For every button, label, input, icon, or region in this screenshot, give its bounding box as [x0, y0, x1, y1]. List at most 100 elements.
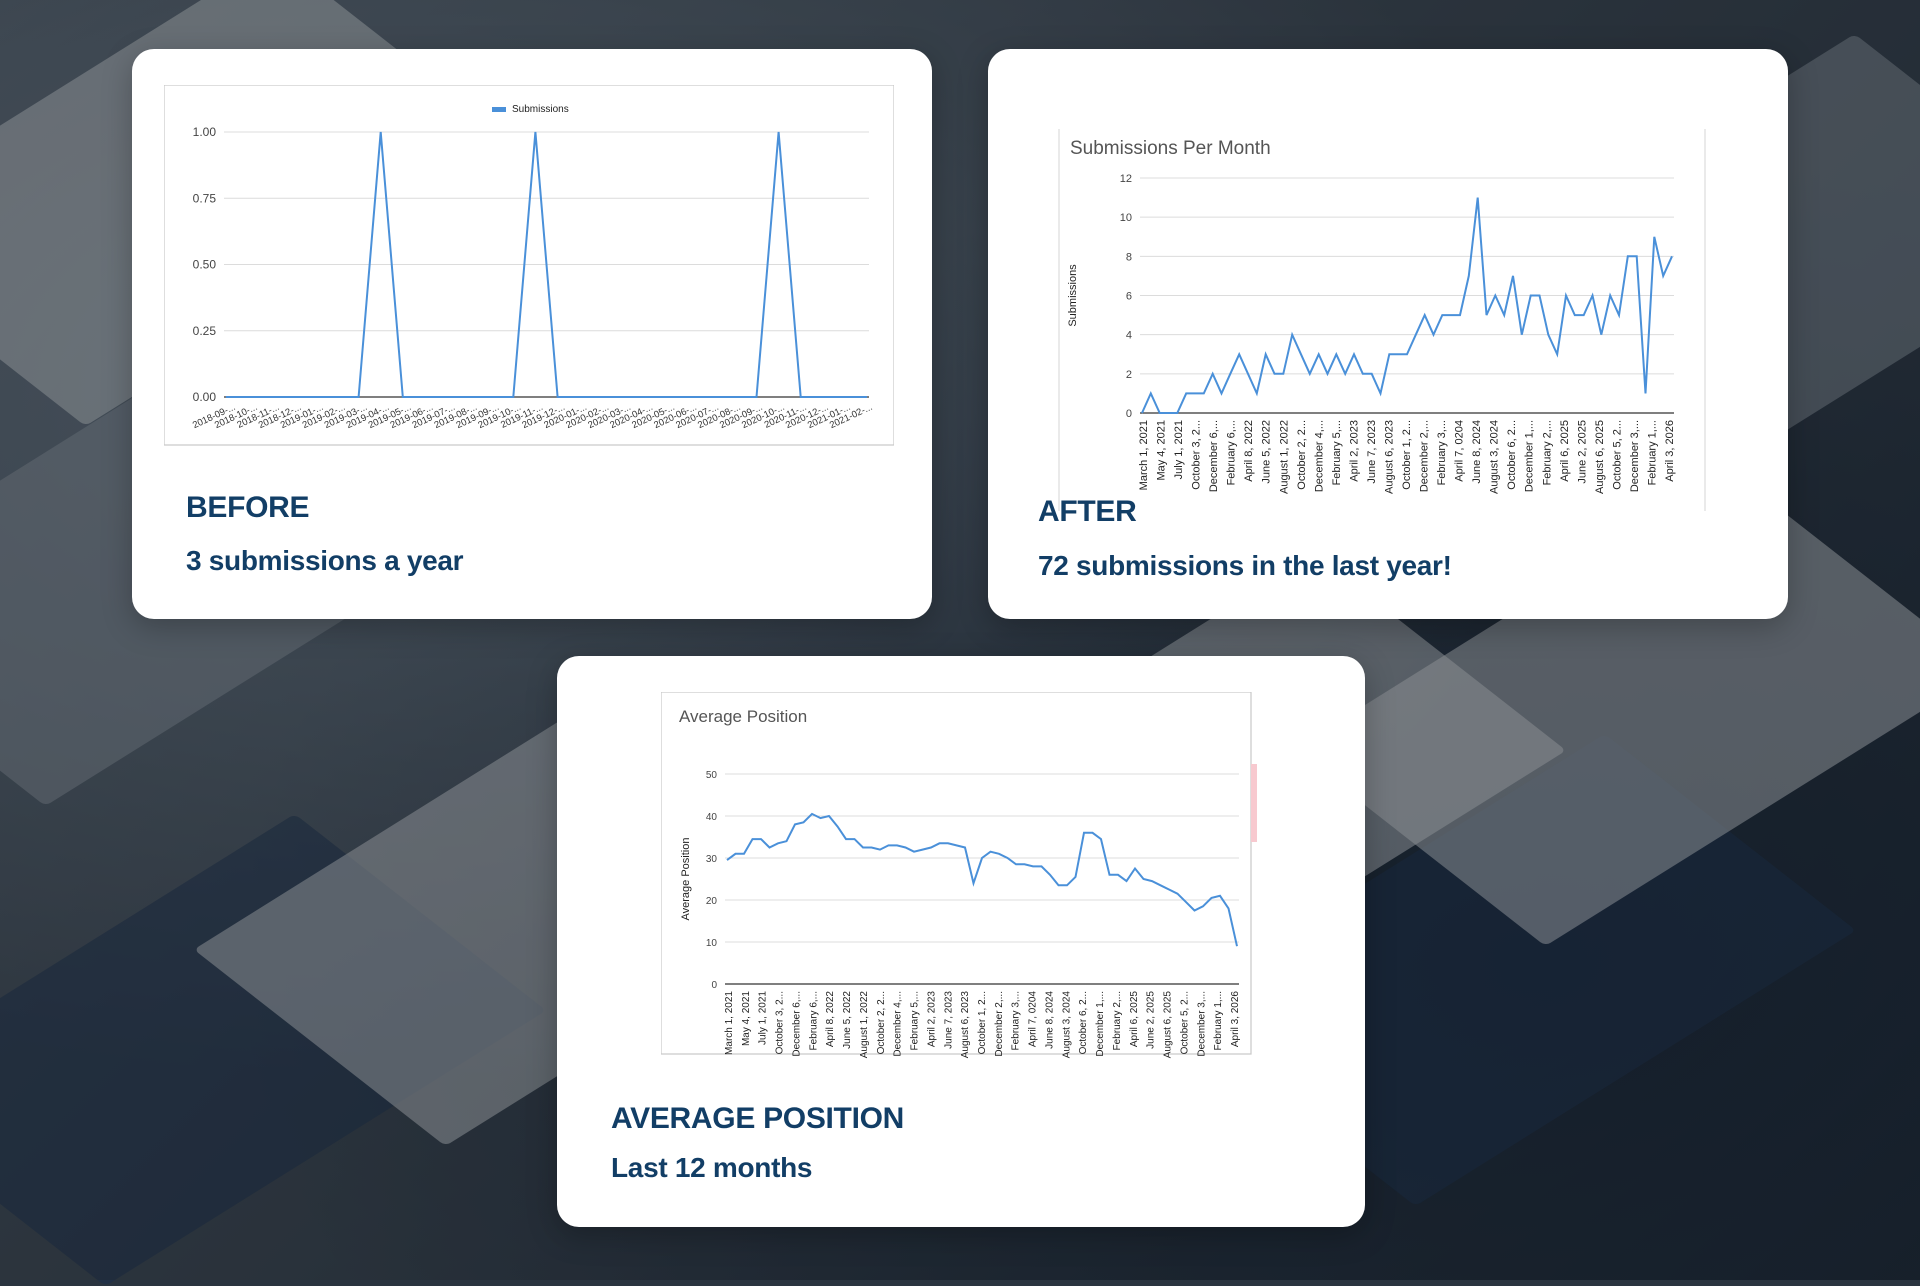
average-position-card: 0 10 20 30 40 50 Average Position Average Posit…: [557, 656, 1365, 1227]
y-tick-label: 6: [1126, 291, 1132, 303]
x-tick-label: October 5, 2...: [1179, 991, 1190, 1054]
x-tick-label: June 2, 2025: [1576, 420, 1588, 484]
chart-frame: [661, 692, 1252, 1055]
x-tick-label: April 7, 0204: [1028, 991, 1039, 1048]
x-tick-label: February 1,...: [1213, 991, 1224, 1050]
x-tick-label: March 1, 2021: [1138, 420, 1150, 490]
x-tick-label: April 3, 2026: [1664, 420, 1676, 482]
before-card: 0.00 0.25 0.50 0.75 1.00 Submissions 2018-09-.…: [132, 49, 932, 619]
y-tick-label: 0.50: [193, 258, 217, 272]
x-tick-label: October 3, 2...: [1191, 420, 1203, 490]
y-tick-label: 2: [1126, 369, 1132, 381]
x-tick-label: February 5,...: [910, 991, 921, 1050]
y-tick-label: 10: [1120, 212, 1132, 224]
x-tick-label: June 8, 2024: [1044, 991, 1055, 1049]
x-tick-label: August 6, 2025: [1163, 991, 1174, 1059]
y-tick-label: 12: [1120, 173, 1132, 185]
y-axis-label: Submissions: [1067, 264, 1079, 327]
legend-swatch: [492, 107, 506, 112]
x-tick-label: August 6, 2023: [960, 991, 971, 1059]
x-tick-label: July 1, 2021: [758, 991, 769, 1045]
chart-title: Average Position: [679, 707, 807, 726]
average-position-title: AVERAGE POSITION: [611, 1102, 905, 1135]
x-tick-label: June 7, 2023: [1366, 420, 1378, 484]
y-tick-label: 50: [706, 770, 718, 781]
y-tick-label: 20: [706, 896, 718, 907]
x-tick-label: December 2,...: [994, 991, 1005, 1057]
average-position-chart: 0 10 20 30 40 50 Average Position Average Posit…: [661, 692, 1257, 1059]
x-tick-label: June 7, 2023: [943, 991, 954, 1049]
before-title: BEFORE: [186, 491, 310, 524]
x-tick-label: October 6, 2...: [1506, 420, 1518, 490]
x-tick-label: October 2, 2...: [1296, 420, 1308, 490]
y-axis-label: Average Position: [680, 838, 692, 921]
x-tick-label: August 3, 2024: [1061, 991, 1072, 1059]
y-tick-label: 4: [1126, 330, 1132, 342]
chart-title: Submissions Per Month: [1070, 138, 1271, 159]
highlight-band-right: [1251, 764, 1257, 842]
x-tick-label: December 3,...: [1196, 991, 1207, 1057]
x-tick-label: February 1,...: [1646, 420, 1658, 485]
y-tick-label: 0: [1126, 408, 1132, 420]
x-tick-label: October 2, 2...: [876, 991, 887, 1054]
x-tick-label: March 1, 2021: [724, 991, 735, 1055]
y-tick-label: 0.00: [193, 390, 217, 404]
x-tick-label: December 4,...: [1313, 420, 1325, 492]
x-tick-label: February 3,...: [1436, 420, 1448, 485]
x-tick-label: February 3,...: [1011, 991, 1022, 1050]
x-tick-label: April 8, 2022: [825, 991, 836, 1048]
before-chart: 0.000.250.500.751.00Submissions2018-09-.…: [164, 85, 894, 446]
after-card: 0 2 4 6 8 10 12 Submissions Per Month Submission…: [988, 49, 1788, 619]
x-tick-label: August 1, 2022: [859, 991, 870, 1059]
after-title: AFTER: [1038, 495, 1137, 528]
x-tick-label: October 6, 2...: [1078, 991, 1089, 1054]
x-tick-label: April 8, 2022: [1243, 420, 1255, 482]
after-subtitle: 72 submissions in the last year!: [1038, 550, 1452, 581]
x-tick-label: May 4, 2021: [741, 991, 752, 1046]
x-tick-label: October 1, 2...: [977, 991, 988, 1054]
x-tick-label: February 6,...: [1226, 420, 1238, 485]
x-tick-label: December 1,...: [1095, 991, 1106, 1057]
series-line: [726, 812, 1238, 947]
x-tick-label: April 6, 2025: [1129, 991, 1140, 1048]
x-tick-label: August 3, 2024: [1489, 420, 1501, 494]
average-position-subtitle: Last 12 months: [611, 1152, 813, 1183]
y-tick-label: 0: [711, 980, 717, 991]
x-tick-label: April 2, 2023: [926, 991, 937, 1048]
x-tick-label: June 5, 2022: [842, 991, 853, 1049]
series-line: [226, 131, 867, 398]
x-tick-label: June 8, 2024: [1471, 420, 1483, 484]
x-tick-label: April 3, 2026: [1230, 991, 1241, 1048]
x-tick-label: December 6,...: [1208, 420, 1220, 492]
y-tick-label: 0.25: [193, 324, 217, 338]
x-tick-label: February 5,...: [1331, 420, 1343, 485]
x-tick-label: May 4, 2021: [1156, 420, 1168, 481]
y-tick-label: 10: [706, 938, 718, 949]
x-tick-label: June 5, 2022: [1261, 420, 1273, 484]
after-chart: 0 2 4 6 8 10 12 Submissions Per Month Submission…: [1058, 129, 1706, 511]
x-tick-label: April 6, 2025: [1559, 420, 1571, 482]
before-subtitle: 3 submissions a year: [186, 545, 464, 576]
x-tick-label: June 2, 2025: [1146, 991, 1157, 1049]
x-tick-label: April 2, 2023: [1348, 420, 1360, 482]
y-tick-label: 30: [706, 854, 718, 865]
x-tick-label: December 6,...: [791, 991, 802, 1057]
x-tick-label: February 6,...: [808, 991, 819, 1050]
y-tick-label: 1.00: [193, 125, 217, 139]
x-tick-label: October 3, 2...: [775, 991, 786, 1054]
y-tick-label: 40: [706, 812, 718, 823]
x-tick-label: April 7, 0204: [1454, 420, 1466, 482]
y-tick-label: 8: [1126, 251, 1132, 263]
x-tick-label: December 1,...: [1524, 420, 1536, 492]
legend-entry: Submissions: [512, 104, 569, 115]
series-line: [1141, 197, 1673, 414]
x-tick-label: February 2,...: [1112, 991, 1123, 1050]
x-tick-label: August 6, 2025: [1594, 420, 1606, 494]
x-tick-label: July 1, 2021: [1173, 420, 1185, 479]
x-tick-label: February 2,...: [1541, 420, 1553, 485]
x-tick-label: October 1, 2...: [1401, 420, 1413, 490]
x-tick-label: December 3,...: [1629, 420, 1641, 492]
x-tick-label: December 4,...: [893, 991, 904, 1057]
x-tick-label: August 6, 2023: [1383, 420, 1395, 494]
y-tick-label: 0.75: [193, 191, 217, 205]
